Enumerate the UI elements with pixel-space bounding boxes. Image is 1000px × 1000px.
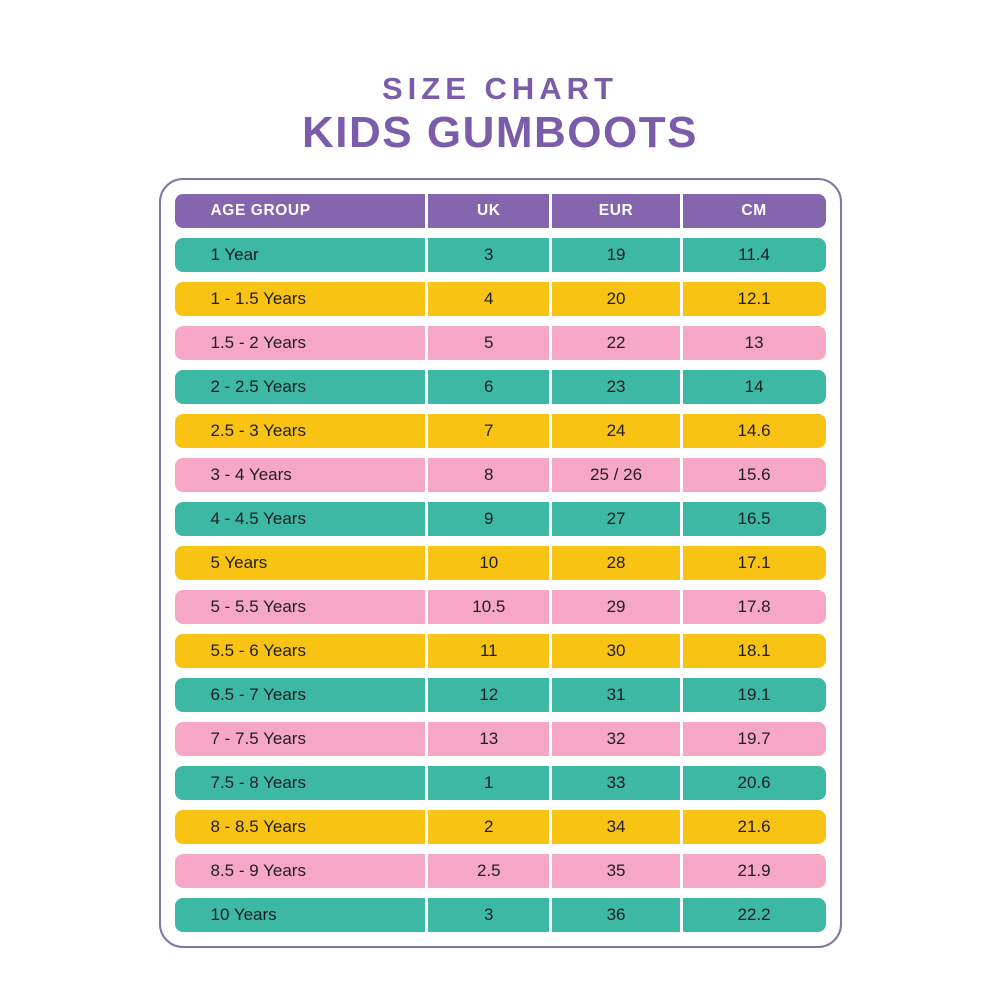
- uk-cell: 13: [425, 722, 549, 757]
- eur-cell: 25 / 26: [549, 458, 679, 493]
- eur-cell: 27: [549, 502, 679, 537]
- age-cell: 1 Year: [210, 245, 259, 265]
- cm-cell: 12.1: [679, 282, 826, 317]
- age-cell: 10 Years: [210, 905, 277, 925]
- uk-cell: 10: [425, 546, 549, 581]
- title-block: SIZE CHART KIDS GUMBOOTS: [0, 0, 1000, 157]
- table-row: 8.5 - 9 Years 2.5 35 21.9: [174, 854, 826, 889]
- table-row: 8 - 8.5 Years 2 34 21.6: [174, 810, 826, 845]
- uk-cell: 3: [425, 898, 549, 933]
- age-cell: 1 - 1.5 Years: [210, 289, 306, 309]
- eur-cell: 35: [549, 854, 679, 889]
- uk-cell: 2.5: [425, 854, 549, 889]
- age-cell: 6.5 - 7 Years: [210, 685, 306, 705]
- uk-cell: 9: [425, 502, 549, 537]
- column-header-eur: EUR: [549, 194, 679, 229]
- eur-cell: 31: [549, 678, 679, 713]
- uk-cell: 10.5: [425, 590, 549, 625]
- table-row: 1.5 - 2 Years 5 22 13: [174, 326, 826, 361]
- age-cell: 5 - 5.5 Years: [210, 597, 306, 617]
- eur-cell: 29: [549, 590, 679, 625]
- size-table-card: AGE GROUP UK EUR CM 1 Year 3 19 11.4 1 -…: [158, 178, 842, 949]
- eur-cell: 34: [549, 810, 679, 845]
- uk-cell: 5: [425, 326, 549, 361]
- table-row: 2 - 2.5 Years 6 23 14: [174, 370, 826, 405]
- table-row: 7.5 - 8 Years 1 33 20.6: [174, 766, 826, 801]
- age-cell: 2.5 - 3 Years: [210, 421, 306, 441]
- age-cell: 5.5 - 6 Years: [210, 641, 306, 661]
- eur-cell: 19: [549, 238, 679, 273]
- column-header-age-group: AGE GROUP: [210, 202, 311, 220]
- eur-cell: 23: [549, 370, 679, 405]
- uk-cell: 8: [425, 458, 549, 493]
- table-header-row: AGE GROUP UK EUR CM: [174, 194, 826, 229]
- cm-cell: 15.6: [679, 458, 826, 493]
- cm-cell: 21.9: [679, 854, 826, 889]
- table-row: 1 Year 3 19 11.4: [174, 238, 826, 273]
- table-row: 7 - 7.5 Years 13 32 19.7: [174, 722, 826, 757]
- age-cell: 1.5 - 2 Years: [210, 333, 306, 353]
- age-cell: 2 - 2.5 Years: [210, 377, 306, 397]
- page-subtitle: KIDS GUMBOOTS: [302, 108, 698, 158]
- uk-cell: 2: [425, 810, 549, 845]
- table-row: 1 - 1.5 Years 4 20 12.1: [174, 282, 826, 317]
- eur-cell: 36: [549, 898, 679, 933]
- age-cell: 8.5 - 9 Years: [210, 861, 306, 881]
- eur-cell: 30: [549, 634, 679, 669]
- cm-cell: 17.8: [679, 590, 826, 625]
- age-cell: 7 - 7.5 Years: [210, 729, 306, 749]
- table-row: 5.5 - 6 Years 11 30 18.1: [174, 634, 826, 669]
- age-cell: 8 - 8.5 Years: [210, 817, 306, 837]
- table-row: 3 - 4 Years 8 25 / 26 15.6: [174, 458, 826, 493]
- cm-cell: 14.6: [679, 414, 826, 449]
- cm-cell: 18.1: [679, 634, 826, 669]
- eur-cell: 28: [549, 546, 679, 581]
- eur-cell: 32: [549, 722, 679, 757]
- uk-cell: 7: [425, 414, 549, 449]
- age-cell: 4 - 4.5 Years: [210, 509, 306, 529]
- uk-cell: 3: [425, 238, 549, 273]
- uk-cell: 12: [425, 678, 549, 713]
- table-row: 6.5 - 7 Years 12 31 19.1: [174, 678, 826, 713]
- cm-cell: 19.7: [679, 722, 826, 757]
- eur-cell: 20: [549, 282, 679, 317]
- eur-cell: 22: [549, 326, 679, 361]
- uk-cell: 6: [425, 370, 549, 405]
- uk-cell: 4: [425, 282, 549, 317]
- cm-cell: 11.4: [679, 238, 826, 273]
- table-row: 4 - 4.5 Years 9 27 16.5: [174, 502, 826, 537]
- cm-cell: 13: [679, 326, 826, 361]
- eur-cell: 24: [549, 414, 679, 449]
- cm-cell: 16.5: [679, 502, 826, 537]
- table-row: 10 Years 3 36 22.2: [174, 898, 826, 933]
- uk-cell: 11: [425, 634, 549, 669]
- column-header-cm: CM: [679, 194, 826, 229]
- age-cell: 7.5 - 8 Years: [210, 773, 306, 793]
- column-header-uk: UK: [425, 194, 549, 229]
- uk-cell: 1: [425, 766, 549, 801]
- table-row: 2.5 - 3 Years 7 24 14.6: [174, 414, 826, 449]
- cm-cell: 21.6: [679, 810, 826, 845]
- eur-cell: 33: [549, 766, 679, 801]
- age-cell: 5 Years: [210, 553, 268, 573]
- page-title: SIZE CHART: [382, 71, 618, 106]
- cm-cell: 14: [679, 370, 826, 405]
- cm-cell: 19.1: [679, 678, 826, 713]
- cm-cell: 17.1: [679, 546, 826, 581]
- table-row: 5 - 5.5 Years 10.5 29 17.8: [174, 590, 826, 625]
- table-row: 5 Years 10 28 17.1: [174, 546, 826, 581]
- age-cell: 3 - 4 Years: [210, 465, 292, 485]
- cm-cell: 22.2: [679, 898, 826, 933]
- cm-cell: 20.6: [679, 766, 826, 801]
